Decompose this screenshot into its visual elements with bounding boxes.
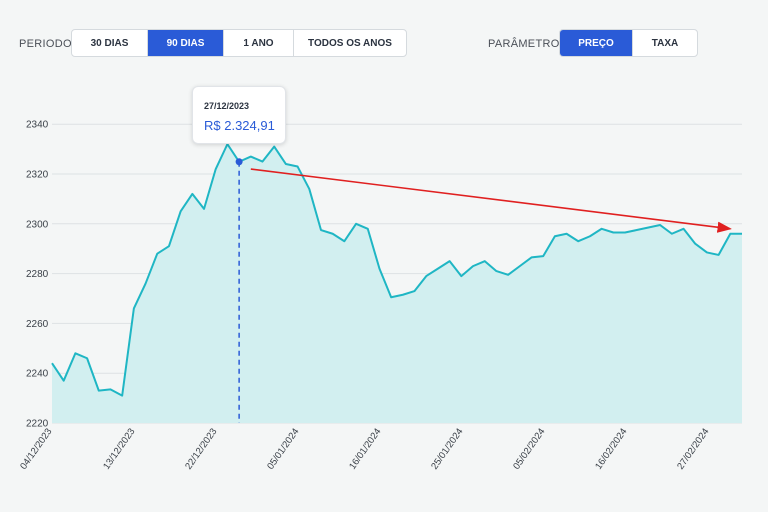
- price-series-line: [51, 143, 742, 397]
- tooltip-price: R$ 2.324,91: [204, 118, 275, 133]
- area-fill: [52, 144, 742, 423]
- params-selector: PREÇO TAXA: [559, 29, 698, 57]
- period-button-30-dias[interactable]: 30 DIAS: [72, 30, 148, 56]
- period-selector: 30 DIAS 90 DIAS 1 ANO TODOS OS ANOS: [71, 29, 407, 57]
- x-tick-label: 16/01/2024: [347, 426, 383, 471]
- x-tick-label: 13/12/2023: [101, 426, 137, 471]
- period-button-1-ano[interactable]: 1 ANO: [224, 30, 294, 56]
- period-button-todos-os-anos[interactable]: TODOS OS ANOS: [308, 37, 392, 49]
- x-tick-label: 25/01/2024: [429, 426, 465, 471]
- x-tick-label: 16/02/2024: [593, 426, 629, 471]
- period-button-90-dias[interactable]: 90 DIAS: [148, 30, 224, 56]
- x-tick-label: 22/12/2023: [183, 426, 219, 471]
- y-tick-label: 2280: [26, 269, 49, 280]
- y-tick-label: 2220: [26, 419, 49, 430]
- y-tick-label: 2260: [26, 319, 49, 330]
- y-tick-label: 2240: [26, 369, 49, 380]
- trend-arrow: [250, 168, 732, 233]
- y-tick-label: 2340: [26, 120, 49, 131]
- param-button-preco[interactable]: PREÇO: [560, 30, 633, 56]
- tooltip-date: 27/12/2023: [204, 101, 250, 111]
- y-tick-label: 2300: [26, 219, 49, 230]
- period-label: PERIODO: [19, 38, 72, 50]
- x-tick-label: 04/12/2023: [18, 426, 54, 471]
- x-tick-label: 05/01/2024: [265, 426, 301, 471]
- tooltip: 27/12/2023 R$ 2.324,91: [192, 86, 286, 144]
- highlight-point: [235, 158, 243, 166]
- x-tick-label: 27/02/2024: [675, 426, 711, 471]
- y-tick-label: 2320: [26, 170, 49, 181]
- params-label: PARÂMETROS: [488, 38, 568, 50]
- x-tick-label: 05/02/2024: [511, 426, 547, 471]
- param-button-taxa[interactable]: TAXA: [651, 37, 679, 49]
